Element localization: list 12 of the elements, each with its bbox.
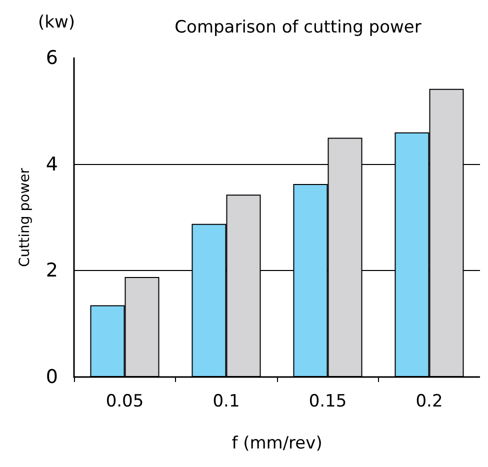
y-tick-label: 6 <box>46 47 58 69</box>
x-tick-label: 0.05 <box>106 392 144 412</box>
x-tick-label: 0.2 <box>416 392 443 412</box>
y-axis-title: Cutting power <box>17 168 33 267</box>
y-tick-label: 4 <box>46 153 58 176</box>
x-tick-label: 0.15 <box>308 392 347 412</box>
x-axis-title: f (mm/rev) <box>232 434 322 454</box>
y-tick-label: 0 <box>46 366 58 388</box>
chart-title: Comparison of cutting power <box>174 18 422 38</box>
y-tick-label: 2 <box>46 260 58 282</box>
x-tick-label: 0.1 <box>212 392 240 412</box>
text: (kw) <box>38 12 76 32</box>
